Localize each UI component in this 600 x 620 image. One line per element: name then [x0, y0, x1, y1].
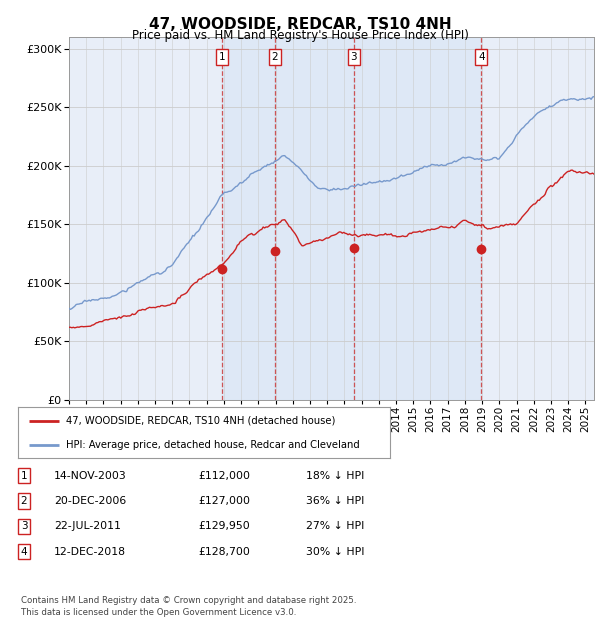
Text: 47, WOODSIDE, REDCAR, TS10 4NH: 47, WOODSIDE, REDCAR, TS10 4NH	[149, 17, 451, 32]
Text: £128,700: £128,700	[198, 547, 250, 557]
Text: £112,000: £112,000	[198, 471, 250, 480]
Text: 3: 3	[350, 52, 357, 62]
Text: Contains HM Land Registry data © Crown copyright and database right 2025.
This d: Contains HM Land Registry data © Crown c…	[21, 596, 356, 617]
Bar	[221, 37, 275, 400]
Text: 4: 4	[478, 52, 485, 62]
Text: £129,950: £129,950	[198, 521, 250, 531]
Text: 4: 4	[20, 547, 28, 557]
Text: HPI: Average price, detached house, Redcar and Cleveland: HPI: Average price, detached house, Redc…	[67, 440, 360, 450]
Text: 47, WOODSIDE, REDCAR, TS10 4NH (detached house): 47, WOODSIDE, REDCAR, TS10 4NH (detached…	[67, 416, 336, 426]
Text: 1: 1	[218, 52, 225, 62]
Text: 1: 1	[20, 471, 28, 480]
Text: £127,000: £127,000	[198, 496, 250, 506]
Text: 30% ↓ HPI: 30% ↓ HPI	[306, 547, 365, 557]
Text: 27% ↓ HPI: 27% ↓ HPI	[306, 521, 364, 531]
Text: 14-NOV-2003: 14-NOV-2003	[54, 471, 127, 480]
Text: Price paid vs. HM Land Registry's House Price Index (HPI): Price paid vs. HM Land Registry's House …	[131, 29, 469, 42]
Text: 12-DEC-2018: 12-DEC-2018	[54, 547, 126, 557]
Text: 18% ↓ HPI: 18% ↓ HPI	[306, 471, 364, 480]
Text: 22-JUL-2011: 22-JUL-2011	[54, 521, 121, 531]
Text: 2: 2	[20, 496, 28, 506]
Bar	[275, 37, 354, 400]
Text: 2: 2	[272, 52, 278, 62]
Text: 3: 3	[20, 521, 28, 531]
Text: 36% ↓ HPI: 36% ↓ HPI	[306, 496, 364, 506]
Bar	[354, 37, 481, 400]
Text: 20-DEC-2006: 20-DEC-2006	[54, 496, 126, 506]
